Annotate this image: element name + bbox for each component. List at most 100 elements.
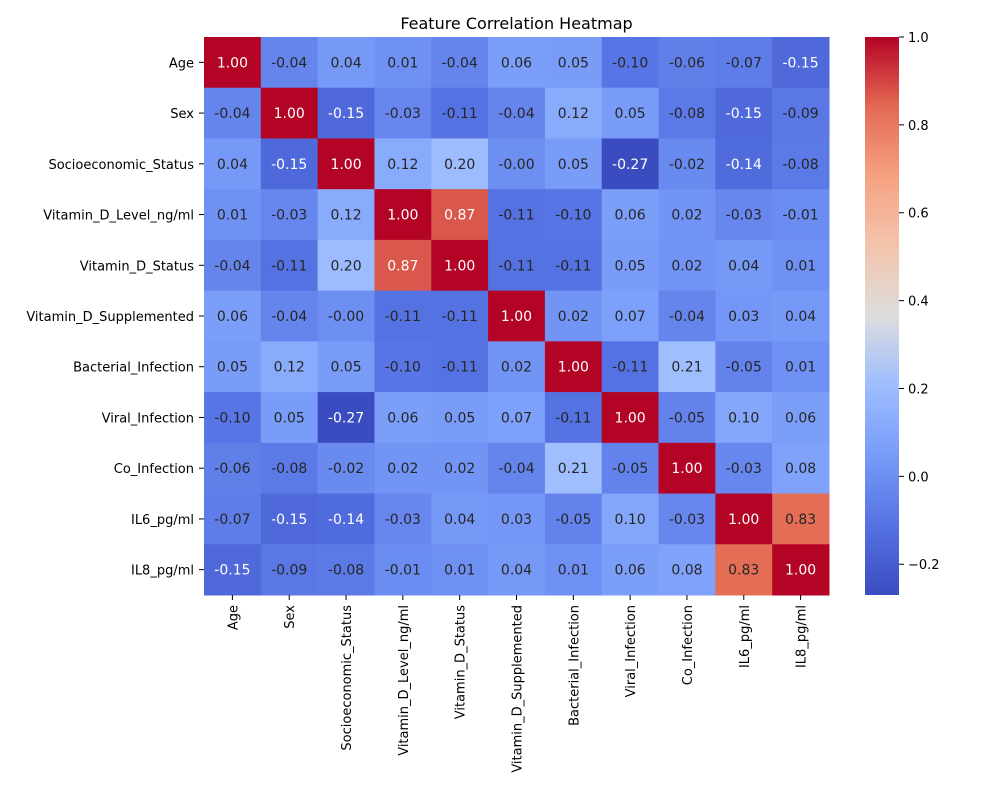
y-axis: Age Sex Socioeconomic_Status Vitamin_D_Leve… bbox=[26, 56, 204, 579]
cell-value-label: -0.04 bbox=[271, 309, 307, 325]
heatmap-cell bbox=[715, 138, 773, 190]
cell-value-label: 0.08 bbox=[671, 563, 702, 579]
cell-value-label: -0.27 bbox=[328, 410, 364, 426]
heatmap-cell bbox=[431, 442, 489, 495]
heatmap-cell bbox=[488, 138, 546, 190]
cell-value-label: -0.11 bbox=[271, 258, 307, 274]
cell-value-label: 0.08 bbox=[785, 461, 816, 477]
heatmap-cell bbox=[772, 138, 830, 190]
cell-value-label: 1.00 bbox=[671, 461, 702, 477]
cell-value-label: -0.14 bbox=[726, 157, 762, 173]
heatmap-cell bbox=[715, 442, 773, 495]
heatmap-cell bbox=[374, 290, 432, 342]
cell-value-label: -0.04 bbox=[214, 106, 250, 122]
cell-value-label: -0.00 bbox=[498, 157, 534, 173]
cell-value-label: 1.00 bbox=[558, 360, 589, 376]
heatmap-cell bbox=[715, 87, 773, 139]
cell-value-label: -0.15 bbox=[214, 563, 250, 579]
cell-value-label: 0.05 bbox=[615, 106, 646, 122]
cell-value-label: 0.87 bbox=[444, 208, 475, 224]
heatmap-cell bbox=[260, 37, 319, 89]
heatmap-cell bbox=[488, 544, 546, 596]
heatmap-cell bbox=[772, 87, 830, 139]
colorbar-tick-label: 0.8 bbox=[908, 119, 929, 134]
heatmap-cell bbox=[601, 544, 660, 596]
colorbar-tick-label: −0.2 bbox=[908, 558, 940, 573]
heatmap-cell bbox=[772, 290, 830, 342]
heatmap-cell bbox=[317, 37, 375, 89]
cell-value-label: -0.10 bbox=[385, 360, 421, 376]
heatmap-cell bbox=[544, 392, 603, 444]
heatmap-cell bbox=[431, 493, 489, 545]
cell-value-label: -0.03 bbox=[726, 461, 762, 477]
heatmap-cell bbox=[601, 392, 660, 444]
heatmap-cell bbox=[488, 392, 546, 444]
heatmap-cell bbox=[204, 37, 262, 89]
heatmap-cell bbox=[260, 138, 319, 190]
heatmap-cell bbox=[772, 392, 830, 444]
heatmap-cell bbox=[431, 290, 489, 342]
cell-value-label: 0.05 bbox=[444, 410, 475, 426]
heatmap-cell bbox=[715, 544, 773, 596]
heatmap-cell bbox=[317, 493, 375, 545]
cell-value-label: 0.06 bbox=[615, 208, 646, 224]
x-tick-label: Viral_Infection bbox=[624, 605, 639, 697]
heatmap-cell bbox=[772, 341, 830, 393]
colorbar-tick-label: 1.0 bbox=[908, 31, 929, 46]
cell-value-label: 0.02 bbox=[671, 208, 702, 224]
heatmap-cell bbox=[204, 239, 262, 292]
cell-value-label: 0.06 bbox=[785, 410, 816, 426]
heatmap-cell bbox=[658, 290, 716, 342]
heatmap-cell bbox=[204, 87, 262, 139]
heatmap-cell bbox=[260, 87, 319, 139]
heatmap-cell bbox=[431, 544, 489, 596]
heatmap-cell bbox=[431, 189, 489, 241]
cell-value-label: -0.03 bbox=[726, 208, 762, 224]
cell-value-label: -0.02 bbox=[328, 461, 364, 477]
cell-value-label: 0.20 bbox=[330, 258, 361, 274]
cell-value-label: -0.01 bbox=[385, 563, 421, 579]
x-tick-label: IL8_pg/ml bbox=[795, 605, 810, 668]
heatmap-cell bbox=[374, 392, 432, 444]
cell-value-label: -0.03 bbox=[385, 106, 421, 122]
colorbar-tick-label: 0.6 bbox=[908, 207, 929, 222]
cell-value-label: -0.11 bbox=[442, 360, 478, 376]
cell-value-label: -0.05 bbox=[612, 461, 648, 477]
heatmap-cell bbox=[204, 442, 262, 495]
heatmap-cell bbox=[317, 442, 375, 495]
heatmap-cell bbox=[204, 544, 262, 596]
x-tick-label: Vitamin_D_Level_ng/ml bbox=[397, 605, 412, 756]
heatmap-cell bbox=[374, 544, 432, 596]
heatmap-cell bbox=[658, 392, 716, 444]
heatmap-cell bbox=[317, 239, 375, 292]
x-tick-label: Vitamin_D_Status bbox=[454, 605, 469, 719]
cell-value-label: 0.01 bbox=[387, 55, 418, 71]
heatmap-cell bbox=[431, 87, 489, 139]
x-tick-label: IL6_pg/ml bbox=[738, 605, 753, 668]
y-tick-label: Vitamin_D_Supplemented bbox=[26, 310, 194, 325]
cell-value-label: 0.02 bbox=[444, 461, 475, 477]
cell-value-label: 1.00 bbox=[444, 258, 475, 274]
heatmap-cell bbox=[772, 544, 830, 596]
heatmap-cell bbox=[772, 442, 830, 495]
cell-value-label: 0.01 bbox=[785, 360, 816, 376]
cell-value-label: 0.83 bbox=[785, 512, 816, 528]
y-tick-label: IL8_pg/ml bbox=[131, 564, 194, 579]
colorbar-legend: −0.2 0.0 0.2 0.4 0.6 0.8 1.0 bbox=[865, 31, 940, 595]
heatmap-cell bbox=[488, 87, 546, 139]
heatmap-cell bbox=[544, 544, 603, 596]
heatmap-cell bbox=[204, 341, 262, 393]
cell-value-label: 1.00 bbox=[217, 55, 248, 71]
cell-value-label: 0.01 bbox=[558, 563, 589, 579]
heatmap-cell bbox=[544, 442, 603, 495]
heatmap-cell bbox=[374, 189, 432, 241]
heatmap-cell bbox=[204, 493, 262, 545]
heatmap-cell bbox=[488, 189, 546, 241]
y-tick-label: Viral_Infection bbox=[102, 411, 194, 426]
heatmap-cell bbox=[317, 87, 375, 139]
heatmap-cell bbox=[715, 37, 773, 89]
cell-value-label: 1.00 bbox=[728, 512, 759, 528]
heatmap-cell bbox=[317, 290, 375, 342]
heatmap-cell bbox=[544, 189, 603, 241]
